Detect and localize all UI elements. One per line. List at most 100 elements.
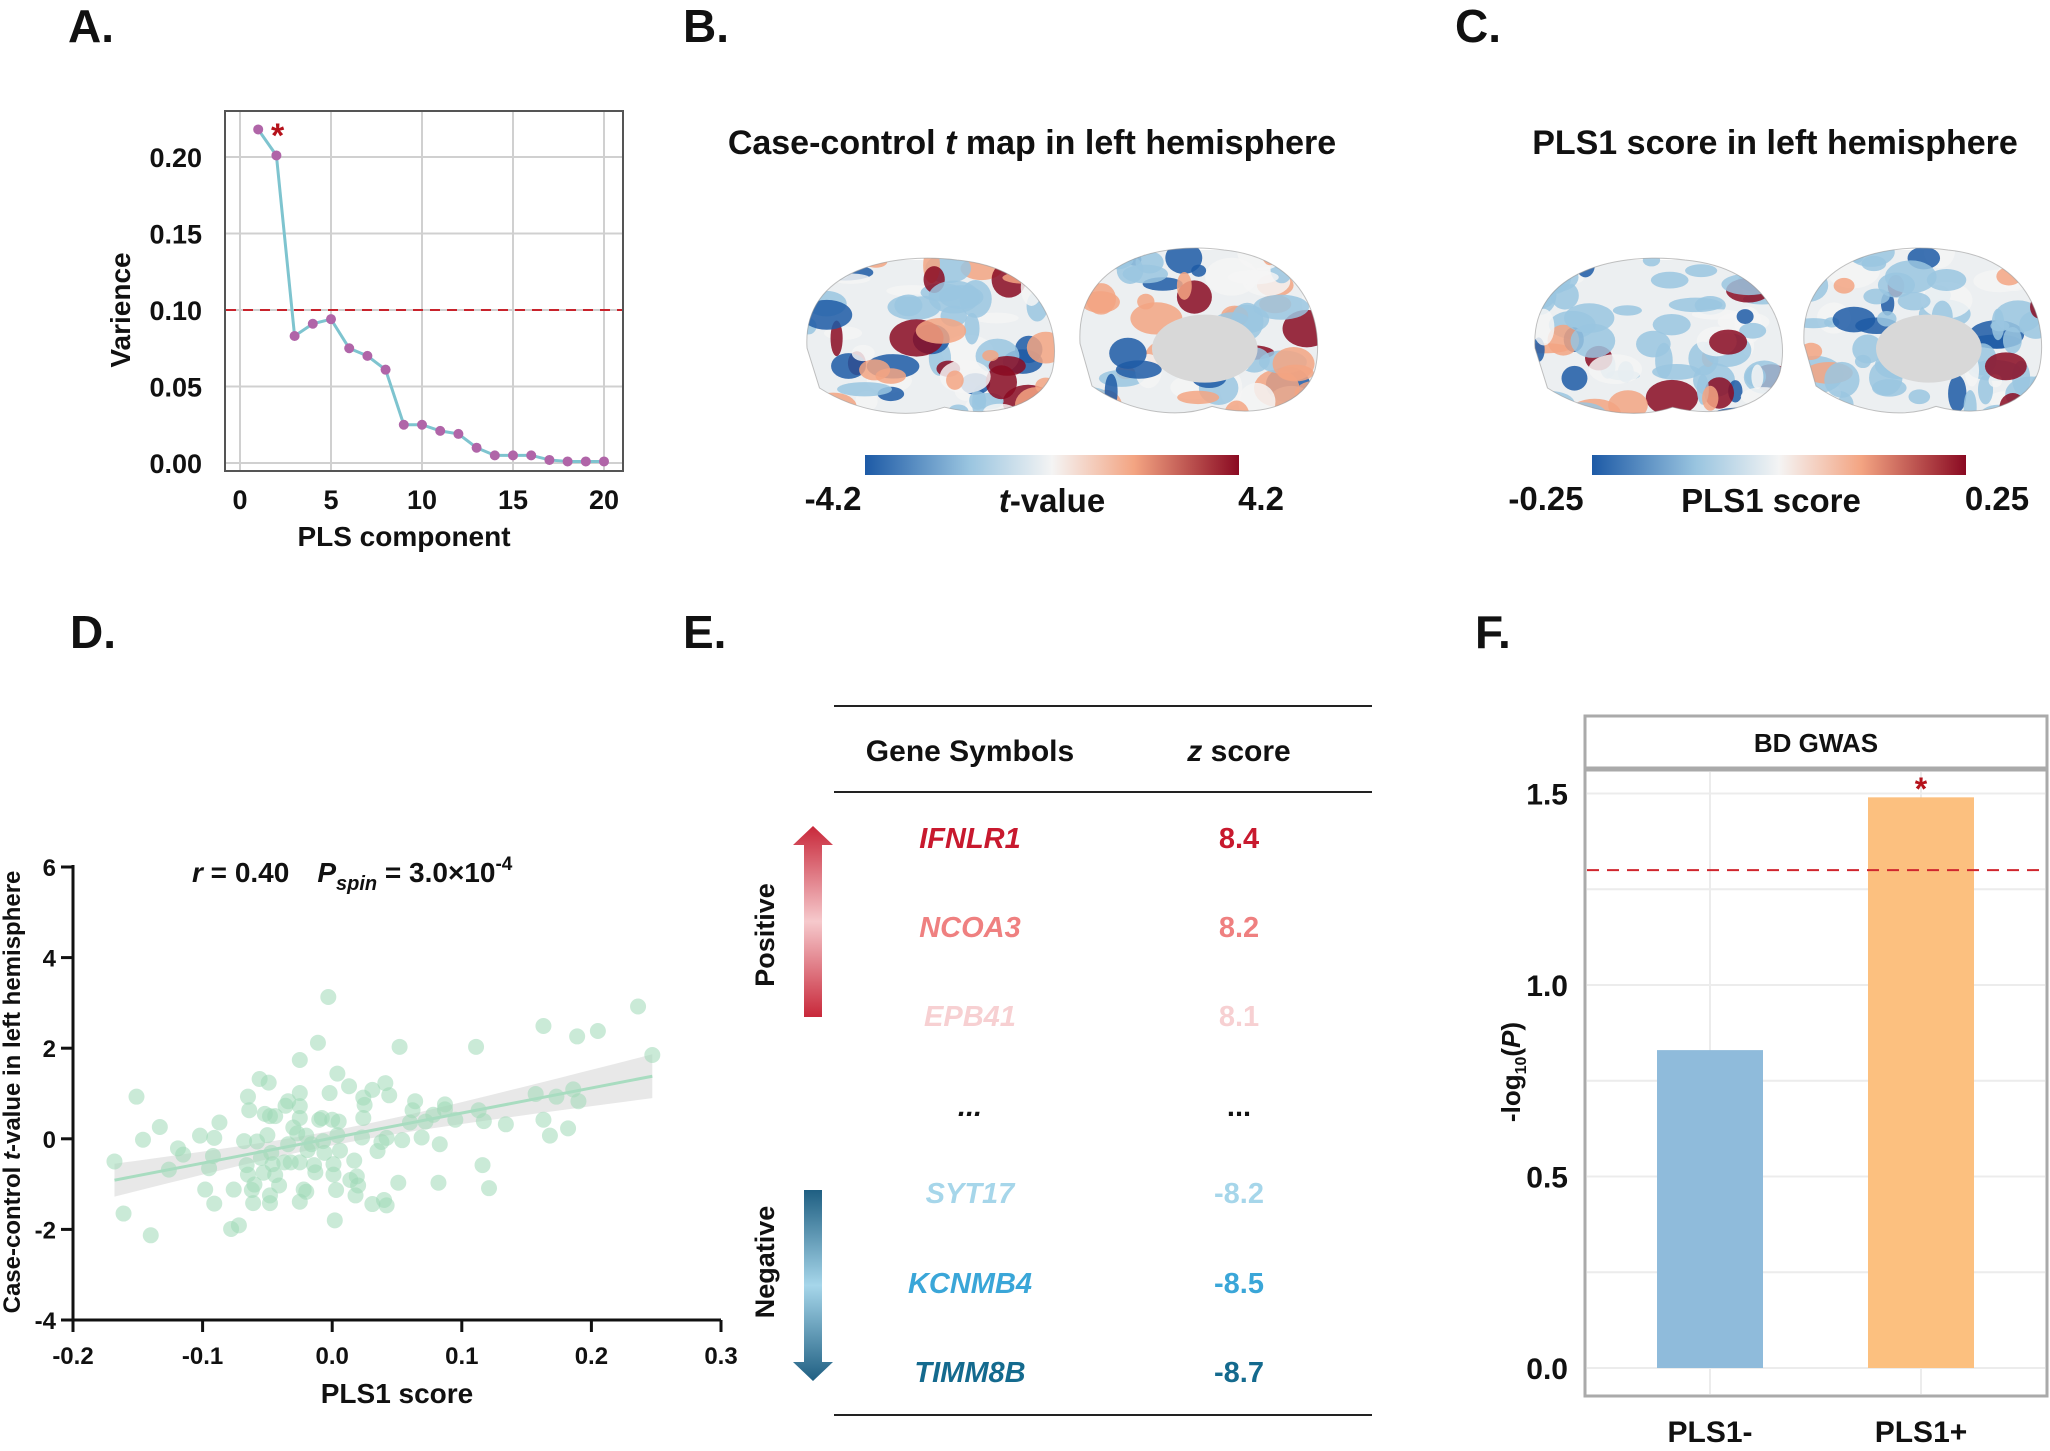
corpus-callosum [1876, 314, 1982, 383]
scatter-point [378, 1129, 395, 1146]
surface-patch [1636, 330, 1671, 358]
scatter-point [394, 1132, 411, 1149]
scatter-point [390, 1174, 407, 1191]
x-tick-label: 5 [323, 485, 338, 515]
annotation-stats: r = 0.40 Pspin = 3.0×10-4 [192, 854, 513, 895]
surface-patch [1652, 313, 1691, 336]
surface-patch [982, 349, 999, 362]
pls1-map-panel: PLS1 score in left hemisphere -0.25 PLS1… [1508, 124, 2043, 519]
gene-symbol: TIMM8B [914, 1357, 1025, 1389]
x-axis-title: PLS1 score [321, 1378, 474, 1409]
surface-patch [1561, 365, 1588, 391]
scatter-point [630, 998, 647, 1015]
scatter-point [298, 1183, 315, 1200]
data-point [544, 454, 555, 465]
bar-pls1-neg [1657, 1050, 1763, 1368]
data-point [362, 350, 373, 361]
scatter-point [151, 1119, 168, 1136]
brain-surface-t-map [806, 247, 1319, 414]
surface-patch [1040, 262, 1055, 282]
z-score: ... [1227, 1091, 1251, 1123]
surface-patch [2028, 267, 2042, 302]
panel-b-title: Case-control t map in left hemisphere [728, 124, 1336, 162]
table-row: KCNMB4 -8.5 [908, 1268, 1264, 1300]
x-tick-label: 0.3 [704, 1343, 737, 1370]
surface-patch [1272, 347, 1315, 381]
colorbar-max: 0.25 [1965, 480, 2029, 517]
surface-patch [1650, 271, 1689, 289]
z-score: 8.2 [1219, 912, 1259, 944]
header-gene-symbols: Gene Symbols [866, 735, 1074, 768]
surface-patch [1948, 375, 1967, 413]
scatter-point [230, 1217, 247, 1234]
surface-patch [1642, 258, 1661, 267]
surface-patch [1847, 248, 1895, 267]
scatter-point [206, 1129, 223, 1146]
surface-patch [1803, 258, 1827, 286]
y-tick-label: 1.5 [1526, 779, 1568, 812]
surface-patch [1984, 352, 2027, 381]
surface-patch [1122, 264, 1169, 284]
z-score: -8.7 [1214, 1357, 1264, 1389]
surface-patch [1832, 306, 1876, 333]
data-point [435, 425, 446, 436]
surface-patch [1608, 390, 1648, 414]
negative-label: Negative [750, 1206, 780, 1319]
scatter-point [589, 1022, 606, 1039]
scatter-point [474, 1157, 491, 1174]
surface-patch [864, 258, 888, 268]
scatter-point [407, 1093, 424, 1110]
scatter-point [413, 1129, 430, 1146]
colorbar-label: PLS1 score [1681, 482, 1861, 519]
data-point [398, 419, 409, 430]
data-point [562, 456, 573, 467]
surface-patch [1014, 258, 1039, 283]
surface-patch [1540, 258, 1572, 294]
surface-patch [969, 391, 987, 410]
surface-patch [1035, 377, 1055, 395]
significance-star: * [1915, 771, 1928, 807]
scatter-point [211, 1114, 228, 1131]
data-point [344, 343, 355, 354]
scatter-point [569, 1028, 586, 1045]
scree-plot: 0 5 10 15 20 0.00 0.05 0.10 0.15 0.20 * PLS compo… [105, 110, 624, 552]
brain-outline [1803, 247, 2043, 414]
surface-patch [830, 320, 843, 357]
scatter-point [206, 1195, 223, 1212]
surface-patch [2019, 256, 2042, 282]
scatter-point [246, 1176, 263, 1193]
surface-patch [1310, 248, 1318, 266]
surface-patch [1100, 248, 1134, 270]
scatter-point [134, 1131, 151, 1148]
surface-patch [1176, 272, 1192, 300]
gene-symbol: IFNLR1 [919, 823, 1021, 855]
regression-line [114, 1074, 653, 1182]
scatter-point [356, 1096, 373, 1113]
scatter-point [261, 1195, 278, 1212]
surface-patch [1079, 386, 1106, 398]
surface-patch [1993, 248, 2039, 269]
surface-patch [1668, 297, 1723, 313]
scatter-point [291, 1154, 308, 1171]
facet-header [1583, 714, 2049, 770]
cortex-surface [1534, 258, 1783, 414]
surface-patch [2028, 375, 2042, 413]
surface-patch [1736, 309, 1754, 324]
colorbar-min: -4.2 [805, 480, 862, 517]
scatter-point [260, 1074, 277, 1091]
surface-patch [1926, 269, 1967, 291]
scatter-point [307, 1164, 324, 1181]
scatter-point [239, 1088, 256, 1105]
colorbar-max: 4.2 [1238, 480, 1284, 517]
scatter-point [241, 1102, 258, 1119]
surface-patch [1999, 393, 2027, 413]
positive-arrow-icon [793, 826, 833, 1017]
scatter-point [364, 1081, 381, 1098]
y-tick-label: 0.20 [149, 143, 202, 173]
brain-outline [806, 257, 1055, 414]
x-tick-label: 0.0 [316, 1343, 349, 1370]
gene-table: Gene Symbols z score IFNLR1 8.4 NCOA3 8.2 EP… [750, 705, 1372, 1416]
data-point [307, 318, 318, 329]
surface-patch [1685, 264, 1718, 278]
